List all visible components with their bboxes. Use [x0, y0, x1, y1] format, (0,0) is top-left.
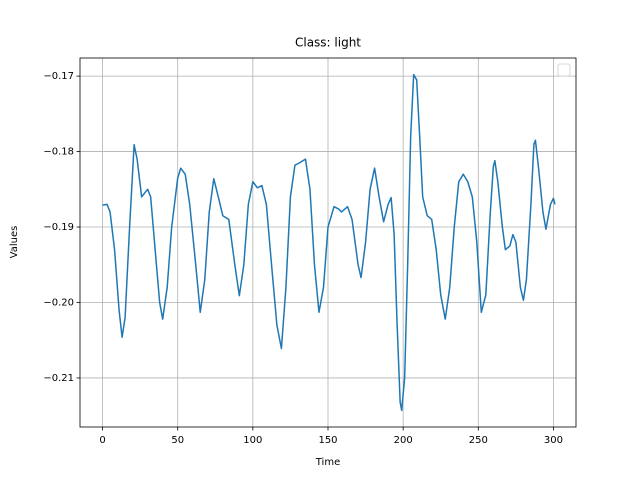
plot-frame — [79, 57, 577, 428]
x-tick-label: 200 — [394, 435, 413, 446]
y-tick-label: −0.20 — [43, 297, 74, 308]
x-tick-label: 150 — [318, 435, 337, 446]
x-tick-label: 100 — [243, 435, 262, 446]
chart-title: Class: light — [295, 36, 361, 50]
y-tick-label: −0.19 — [43, 222, 74, 233]
y-tick-label: −0.17 — [43, 71, 74, 82]
x-tick-label: 50 — [171, 435, 184, 446]
x-tick-label: 0 — [99, 435, 105, 446]
x-tick-label: 250 — [469, 435, 488, 446]
x-tick-label: 300 — [544, 435, 563, 446]
x-axis-label: Time — [315, 457, 340, 468]
y-axis-label: Values — [9, 226, 20, 259]
y-tick-label: −0.21 — [43, 373, 74, 384]
y-tick-label: −0.18 — [43, 147, 74, 158]
legend — [557, 63, 571, 77]
line-series — [102, 73, 556, 412]
